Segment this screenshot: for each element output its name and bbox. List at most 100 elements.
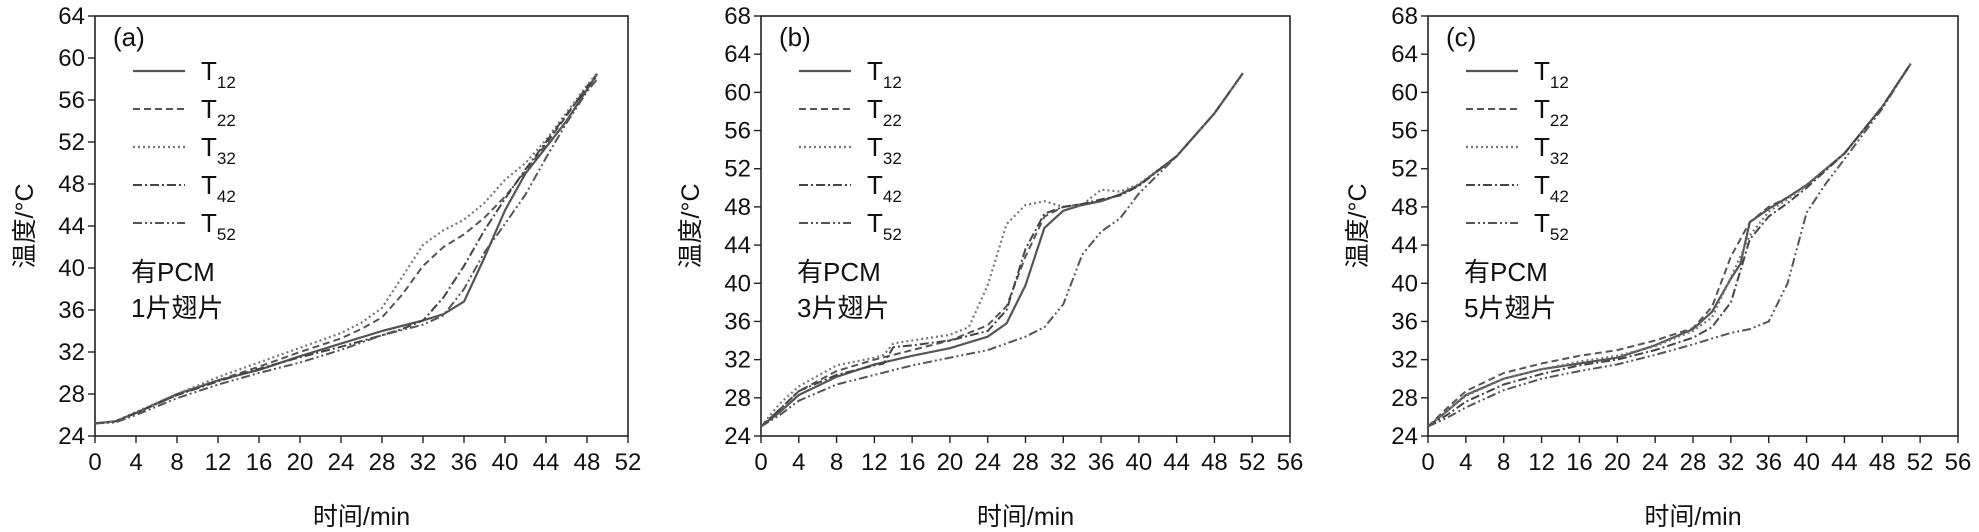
panel-label: (c): [1446, 22, 1476, 52]
legend-letter: T: [201, 132, 217, 162]
legend-letter: T: [1534, 170, 1550, 200]
series-line-T22: [760, 72, 1244, 428]
legend-label-T22: T22: [201, 94, 236, 130]
x-tick-label: 44: [533, 449, 560, 476]
legend-label-T22: T22: [1534, 94, 1569, 130]
y-tick-label: 64: [1391, 41, 1418, 68]
y-tick-label: 32: [58, 339, 85, 366]
series-line-T22: [1427, 63, 1912, 428]
x-tick-label: 24: [328, 449, 355, 476]
y-tick-label: 56: [1391, 118, 1418, 145]
x-tick-label: 28: [369, 449, 396, 476]
series-line-T12: [1427, 63, 1912, 428]
x-tick-label: 16: [1566, 449, 1593, 476]
y-tick-label: 28: [724, 385, 751, 412]
y-tick-label: 60: [724, 79, 751, 106]
x-tick-label: 48: [1869, 449, 1896, 476]
legend-letter: T: [1534, 208, 1550, 238]
panel-label: (a): [113, 22, 145, 52]
legend-letter: T: [1534, 132, 1550, 162]
plot-frame: [1427, 15, 1959, 437]
legend-subscript: 52: [217, 225, 236, 244]
legend-letter: T: [867, 56, 883, 86]
y-tick-label: 68: [1391, 3, 1418, 30]
legend-subscript: 32: [883, 149, 902, 168]
legend-subscript: 22: [883, 111, 902, 130]
legend-subscript: 22: [1550, 111, 1569, 130]
legend-subscript: 42: [1550, 187, 1569, 206]
annotation-line-0: 有PCM: [131, 257, 215, 287]
plot-frame: [94, 15, 629, 437]
x-tick-label: 28: [1680, 449, 1707, 476]
x-tick-label: 8: [170, 449, 183, 476]
y-tick-label: 44: [1391, 232, 1418, 259]
series-line-T32: [1427, 63, 1912, 428]
y-tick-label: 40: [58, 255, 85, 282]
x-tick-label: 0: [1421, 449, 1434, 476]
legend-subscript: 52: [883, 225, 902, 244]
legend-label-T22: T22: [867, 94, 902, 130]
series-line-T52: [94, 78, 599, 425]
x-tick-label: 32: [1050, 449, 1077, 476]
legend-letter: T: [1534, 56, 1550, 86]
y-tick-label: 48: [1391, 194, 1418, 221]
legend-letter: T: [867, 132, 883, 162]
annotation-line-0: 有PCM: [1464, 257, 1548, 287]
y-tick-label: 48: [58, 171, 85, 198]
series-line-T42: [760, 72, 1244, 428]
x-axis-label: 时间/min: [977, 503, 1074, 531]
x-tick-label: 40: [492, 449, 519, 476]
y-tick-label: 32: [1391, 347, 1418, 374]
x-tick-label: 48: [1201, 449, 1228, 476]
x-tick-label: 8: [1497, 449, 1510, 476]
x-tick-label: 56: [1945, 449, 1972, 476]
y-tick-label: 44: [58, 213, 85, 240]
legend-subscript: 12: [883, 73, 902, 92]
legend-label-T12: T12: [1534, 56, 1569, 92]
annotation-line-0: 有PCM: [797, 257, 881, 287]
series-line-T52: [760, 72, 1244, 428]
x-tick-label: 16: [899, 449, 926, 476]
series-line-T42: [1427, 63, 1912, 428]
y-tick-label: 40: [724, 270, 751, 297]
y-tick-label: 28: [1391, 385, 1418, 412]
legend-letter: T: [201, 208, 217, 238]
legend-letter: T: [201, 56, 217, 86]
x-tick-label: 36: [1755, 449, 1782, 476]
legend-subscript: 12: [217, 73, 236, 92]
x-tick-label: 4: [1459, 449, 1472, 476]
annotation-line-1: 5片翅片: [1464, 293, 1556, 323]
y-tick-label: 28: [58, 381, 85, 408]
chart-panel-1: 0 4 8 12 16 20 24 28 32 36 40 44 48 52 562428323640444…: [677, 3, 1303, 531]
legend-letter: T: [201, 94, 217, 124]
series-line-T42: [94, 75, 599, 425]
annotation-line-1: 1片翅片: [131, 293, 223, 323]
x-tick-label: 36: [1088, 449, 1115, 476]
x-tick-label: 24: [1642, 449, 1669, 476]
x-tick-label: 56: [1277, 449, 1304, 476]
legend-label-T42: T42: [867, 170, 902, 206]
x-tick-label: 32: [1718, 449, 1745, 476]
x-tick-label: 12: [861, 449, 888, 476]
y-tick-label: 36: [58, 297, 85, 324]
legend-letter: T: [867, 208, 883, 238]
series-line-T12: [94, 73, 599, 425]
x-tick-label: 20: [1604, 449, 1631, 476]
legend-label-T32: T32: [1534, 132, 1569, 168]
y-tick-label: 40: [1391, 270, 1418, 297]
x-axis-label: 时间/min: [313, 503, 410, 531]
x-tick-label: 0: [754, 449, 767, 476]
legend-subscript: 42: [883, 187, 902, 206]
legend-label-T42: T42: [201, 170, 236, 206]
x-tick-label: 52: [615, 449, 642, 476]
y-tick-label: 48: [724, 194, 751, 221]
x-tick-label: 24: [974, 449, 1001, 476]
x-tick-label: 36: [451, 449, 478, 476]
y-axis-label: 温度/°C: [11, 184, 39, 269]
legend-letter: T: [201, 170, 217, 200]
y-tick-label: 52: [724, 156, 751, 183]
y-tick-label: 36: [1391, 308, 1418, 335]
x-tick-label: 0: [88, 449, 101, 476]
legend-subscript: 12: [1550, 73, 1569, 92]
y-tick-label: 56: [58, 87, 85, 114]
